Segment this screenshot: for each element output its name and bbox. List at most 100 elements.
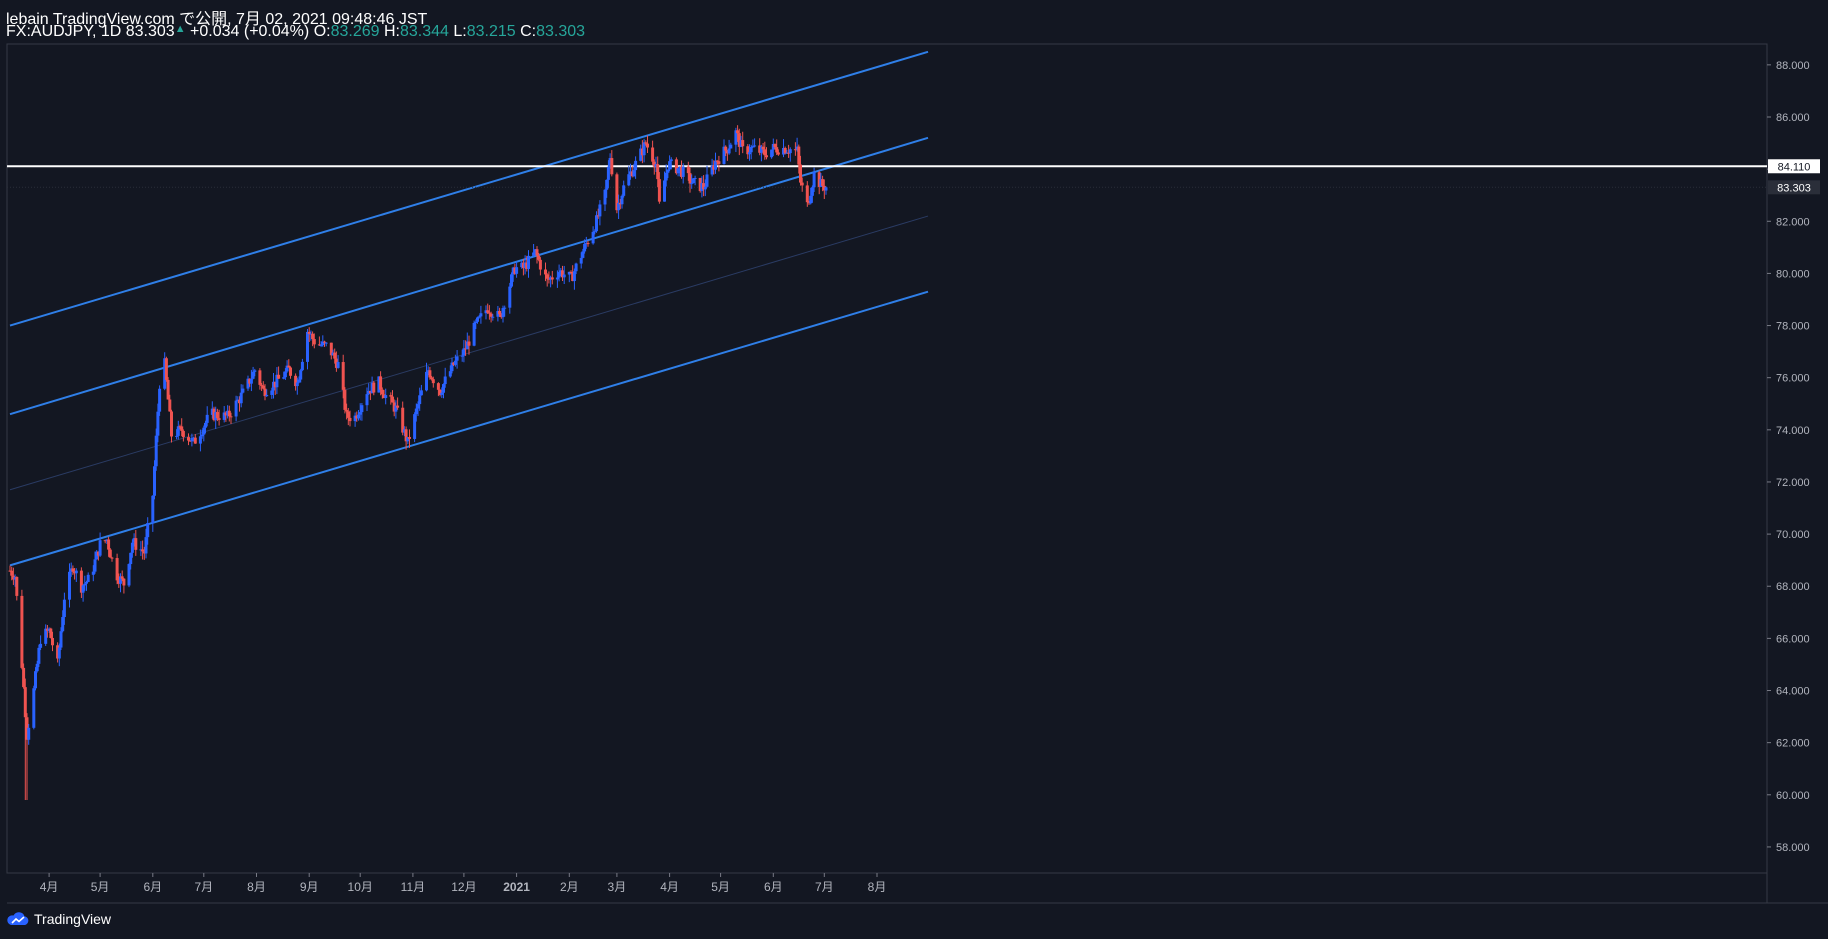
candle-body — [309, 333, 313, 335]
candle-body — [596, 215, 600, 217]
close-value: 83.303 — [536, 23, 586, 40]
y-tick-label: 74.000 — [1776, 425, 1810, 437]
y-tick-label: 70.000 — [1776, 529, 1810, 541]
x-tick-label: 2021 — [503, 880, 530, 894]
candle-body — [680, 166, 683, 177]
candle-body — [465, 341, 469, 350]
candle-body — [34, 671, 37, 689]
candle-body — [632, 170, 636, 177]
candle-body — [714, 160, 717, 170]
candle-body — [20, 595, 24, 668]
candle-body — [676, 168, 680, 174]
candle-body — [68, 571, 71, 600]
candle-body — [805, 185, 809, 203]
candle-body — [822, 185, 826, 191]
y-tick-label: 88.000 — [1776, 60, 1810, 72]
candle-body — [442, 384, 445, 393]
tradingview-brand[interactable]: TradingView — [6, 911, 111, 927]
candle-body — [205, 414, 209, 423]
candle-body — [440, 392, 444, 395]
candle-body — [83, 583, 87, 586]
candle-body — [521, 262, 525, 269]
candle-body — [654, 164, 658, 167]
candle-body — [555, 277, 559, 280]
candle-body — [307, 331, 311, 334]
candle-body — [22, 667, 26, 688]
candle-body — [368, 390, 372, 394]
candle-body — [93, 559, 97, 572]
candle-body — [652, 161, 656, 167]
candle-body — [448, 371, 452, 377]
candle-body — [178, 426, 182, 428]
candle-body — [413, 414, 417, 439]
candle-body — [91, 571, 95, 575]
candle-body — [210, 408, 214, 415]
candle-body — [49, 628, 53, 638]
candle-body — [289, 367, 292, 376]
x-tick-label: 8月 — [247, 880, 266, 894]
candle-body — [729, 144, 733, 149]
candle-body — [394, 405, 398, 412]
candle-body — [741, 140, 745, 147]
candle-body — [358, 412, 362, 415]
candle-body — [605, 179, 609, 190]
candle-body — [651, 147, 655, 162]
candle-body — [389, 395, 393, 397]
candle-body — [253, 370, 257, 372]
candle-body — [287, 365, 291, 368]
candle-body — [198, 436, 202, 444]
candle-body — [285, 365, 289, 372]
candle-body — [139, 549, 143, 551]
x-tick-label: 12月 — [451, 880, 476, 894]
channel-line-lower — [9, 290, 929, 567]
candle-body — [618, 202, 622, 205]
candle-body — [761, 146, 765, 150]
candle-body — [508, 286, 512, 308]
candle-body — [236, 399, 240, 401]
candle-body — [800, 182, 804, 186]
candle-body — [763, 149, 767, 156]
candle-body — [10, 570, 14, 576]
candle-body — [640, 148, 644, 156]
candle-body — [452, 362, 456, 365]
candle-body — [168, 399, 172, 412]
candle-body — [627, 174, 631, 186]
candle-body — [193, 437, 197, 444]
candle-body — [715, 160, 719, 162]
candle-body — [85, 581, 88, 584]
candle-body — [32, 688, 36, 728]
candle-body — [520, 262, 524, 268]
candle-body — [557, 272, 561, 278]
candle-body — [151, 495, 155, 524]
y-tick-label: 80.000 — [1776, 268, 1810, 280]
candle-body — [142, 551, 146, 554]
y-tick-label: 62.000 — [1776, 738, 1810, 750]
candle-body — [496, 311, 500, 317]
candle-body — [428, 370, 432, 378]
x-tick-label: 4月 — [40, 880, 59, 894]
candle-body — [222, 412, 226, 420]
candle-body — [164, 358, 168, 380]
candle-body — [782, 147, 785, 155]
candle-body — [312, 339, 316, 345]
candle-body — [646, 143, 649, 148]
x-tick-label: 8月 — [868, 880, 887, 894]
candle-body — [571, 272, 575, 282]
candle-body — [748, 152, 751, 155]
candle-body — [44, 628, 48, 644]
high-label: H: — [383, 23, 400, 40]
candle-body — [807, 202, 811, 204]
candle-body — [353, 415, 357, 422]
candle-body — [25, 717, 29, 740]
candle-body — [453, 360, 457, 365]
candle-body — [523, 262, 527, 269]
candle-body — [382, 394, 386, 398]
candle-body — [107, 539, 111, 550]
tradingview-cloud-icon — [7, 912, 29, 925]
candle-body — [215, 412, 219, 419]
candle-body — [392, 402, 396, 412]
candle-body — [192, 437, 196, 439]
candle-body — [460, 355, 464, 357]
candle-body — [775, 147, 779, 153]
